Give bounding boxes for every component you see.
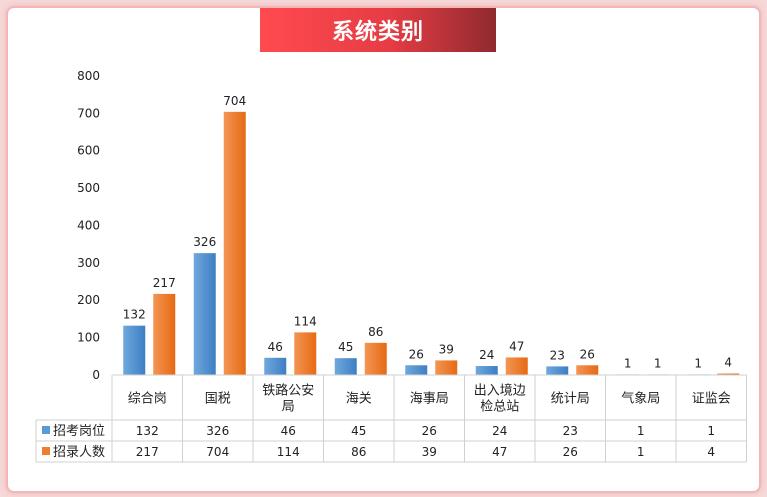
data-label: 114 — [294, 314, 317, 328]
category-label: 局 — [282, 400, 295, 415]
bar — [576, 365, 599, 375]
category-label: 综合岗 — [128, 392, 167, 407]
y-axis: 0 100 200 300 400 500 600 700 800 — [77, 69, 100, 382]
data-label: 704 — [223, 94, 246, 108]
bar — [546, 366, 569, 375]
data-label: 4 — [724, 356, 732, 370]
bar — [123, 325, 146, 375]
table-cell: 86 — [351, 445, 366, 459]
table-cell: 45 — [351, 424, 366, 438]
table-cell: 23 — [563, 424, 578, 438]
legend-swatch — [42, 447, 50, 455]
category-label: 铁路公安 — [262, 383, 314, 399]
data-label: 1 — [654, 356, 662, 370]
chart-frame — [6, 6, 761, 493]
data-label: 39 — [439, 342, 454, 356]
category-label: 检总站 — [480, 400, 519, 415]
data-label: 1 — [694, 356, 702, 370]
bar — [223, 111, 246, 376]
table-cell: 4 — [707, 445, 715, 459]
y-tick-label: 100 — [77, 331, 100, 345]
category-label: 海关 — [346, 392, 372, 407]
bar — [294, 332, 317, 375]
category-label: 统计局 — [551, 392, 590, 407]
table-cell: 46 — [281, 424, 296, 438]
legend-swatch — [42, 426, 50, 434]
data-label: 24 — [479, 348, 494, 362]
data-label: 326 — [193, 235, 216, 249]
y-tick-label: 300 — [77, 256, 100, 270]
bar — [264, 357, 287, 375]
bar — [505, 357, 528, 375]
category-label: 气象局 — [621, 391, 660, 407]
data-label: 23 — [550, 348, 565, 362]
table-cell: 26 — [422, 424, 437, 438]
legend-label: 招录人数 — [53, 445, 105, 460]
data-label: 46 — [268, 340, 283, 354]
y-tick-label: 500 — [77, 181, 100, 195]
bar — [717, 373, 740, 375]
data-label: 1 — [624, 356, 632, 370]
data-label: 47 — [509, 339, 524, 353]
table-cell: 132 — [136, 424, 159, 438]
table-cell: 47 — [492, 445, 507, 459]
data-label: 45 — [338, 340, 353, 354]
table-cell: 1 — [637, 445, 645, 459]
data-label: 26 — [580, 347, 595, 361]
table-cell: 1 — [707, 424, 715, 438]
table-cell: 114 — [277, 445, 300, 459]
legend-label: 招考岗位 — [53, 424, 105, 439]
bar — [475, 366, 498, 375]
data-label: 132 — [123, 308, 146, 322]
table-cell: 39 — [422, 445, 437, 459]
table-cell: 217 — [136, 445, 159, 459]
bar — [334, 358, 357, 375]
category-label: 海事局 — [410, 392, 449, 407]
bar — [405, 365, 428, 375]
category-label: 国税 — [205, 392, 231, 407]
title-banner: 系统类别 — [260, 8, 496, 52]
bar — [364, 342, 387, 375]
y-tick-label: 400 — [77, 218, 100, 232]
y-tick-label: 0 — [92, 368, 100, 382]
table-cell: 24 — [492, 424, 507, 438]
table-cell: 26 — [563, 445, 578, 459]
bar — [435, 360, 458, 375]
data-label: 86 — [368, 325, 383, 339]
table-cell: 1 — [637, 424, 645, 438]
data-label: 217 — [153, 276, 176, 290]
chart-title: 系统类别 — [331, 20, 424, 45]
bar — [193, 253, 216, 375]
bar — [153, 293, 176, 375]
table-cell: 704 — [206, 445, 229, 459]
table-cell: 326 — [206, 424, 229, 438]
category-label: 证监会 — [692, 392, 731, 407]
y-tick-label: 600 — [77, 144, 100, 158]
category-label: 出入境边 — [474, 384, 526, 399]
y-tick-label: 700 — [77, 106, 100, 120]
data-label: 26 — [409, 347, 424, 361]
y-tick-label: 800 — [77, 69, 100, 83]
y-tick-label: 200 — [77, 293, 100, 307]
